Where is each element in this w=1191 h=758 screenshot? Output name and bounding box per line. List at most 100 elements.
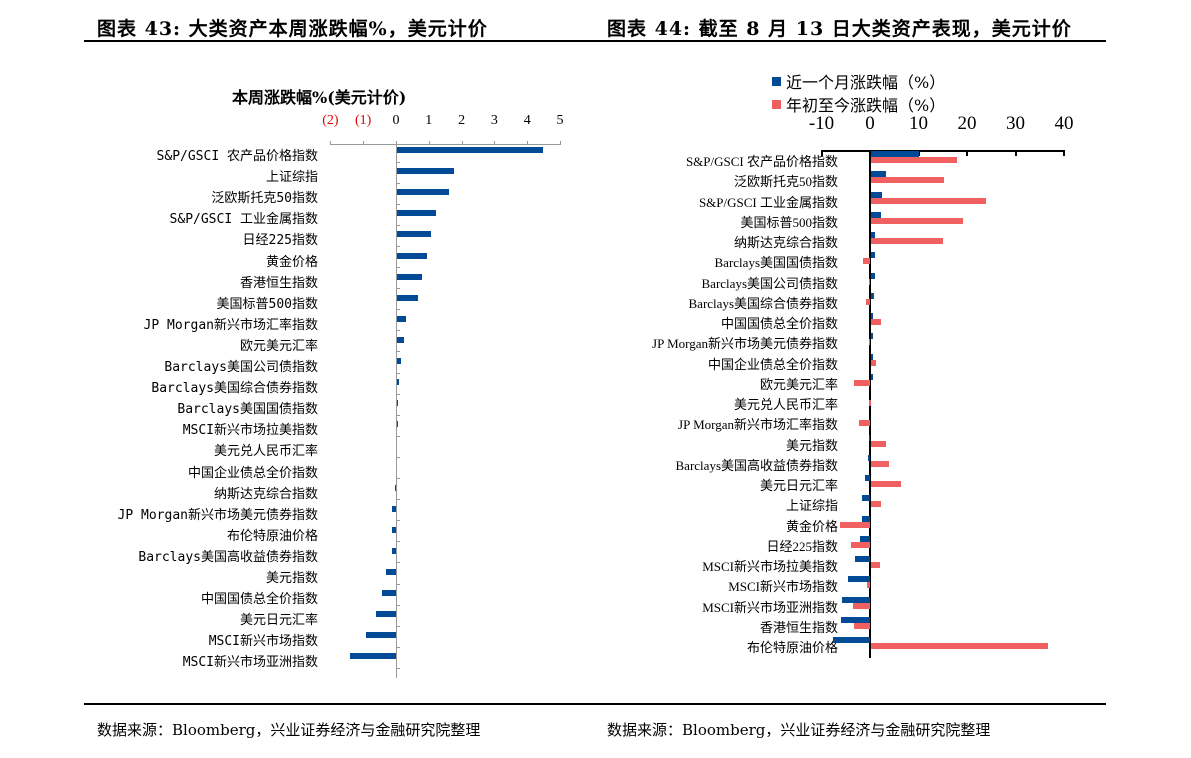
category-label: JP Morgan新兴市场美元债券指数: [652, 336, 838, 352]
y-tick-mark: [396, 583, 400, 585]
x-tick-label: 5: [556, 113, 564, 128]
x-tick-mark: [560, 141, 561, 145]
bar-1m: [871, 191, 882, 198]
category-label: 纳斯达克综合指数: [733, 235, 838, 250]
y-tick-mark: [396, 288, 400, 290]
bar: [350, 653, 396, 660]
bar-ytd: [840, 521, 870, 528]
x-tick-mark: [1014, 150, 1017, 156]
x-axis-line: [821, 150, 1064, 152]
x-tick-mark: [428, 141, 430, 145]
y-tick-mark: [396, 309, 400, 311]
category-label: 中国企业债总全价指数: [187, 465, 318, 481]
y-tick-mark: [396, 372, 400, 374]
bar-1m: [871, 151, 919, 157]
category-label: Barclays美国国债指数: [177, 402, 318, 418]
bar-1m: [871, 373, 873, 380]
bar-ytd: [852, 602, 870, 609]
bar-ytd: [868, 339, 871, 346]
figure-44-title: 图表 44: 截至 8 月 13 日大类资产表现，美元计价: [607, 18, 1072, 40]
bar-ytd: [866, 298, 870, 305]
y-tick-mark: [396, 351, 400, 353]
category-label: S&P/GSCI 农产品价格指数: [685, 154, 838, 169]
bar-1m: [871, 333, 874, 340]
x-tick-label: 1: [425, 113, 433, 128]
y-tick-mark: [396, 330, 400, 332]
x-tick-label: 4: [523, 113, 531, 128]
x-tick-label: 30: [1006, 113, 1025, 134]
bar-1m: [848, 576, 870, 583]
y-tick-mark: [396, 646, 400, 648]
x-tick-label: 40: [1054, 113, 1074, 134]
bar: [397, 400, 399, 407]
bar: [397, 421, 399, 428]
category-label: Barclays美国高收益债券指数: [138, 549, 318, 565]
bar-1m: [859, 535, 870, 542]
bar-ytd: [868, 278, 871, 285]
bar-1m: [861, 515, 870, 522]
y-tick-mark: [396, 456, 400, 458]
y-tick-mark: [396, 499, 400, 501]
category-label: Barclays美国公司债指数: [701, 275, 838, 291]
bar-1m: [871, 272, 875, 279]
bar-ytd: [871, 157, 958, 163]
y-tick-mark: [396, 414, 400, 416]
bar: [366, 632, 396, 639]
x-tick-mark: [494, 141, 496, 145]
bar-ytd: [853, 379, 870, 386]
weekly-chart-title: 本周涨跌幅%(美元计价): [232, 88, 407, 107]
bar: [397, 189, 450, 196]
bar-1m: [871, 211, 882, 218]
bar-ytd: [871, 643, 1048, 649]
source-note-right: 数据来源：Bloomberg，兴业证券经济与金融研究院整理: [607, 721, 991, 739]
category-label: MSCI新兴市场拉美指数: [182, 423, 318, 439]
category-label: 香港恒生指数: [759, 619, 838, 635]
bar-ytd: [866, 582, 870, 589]
x-tick-mark: [330, 141, 332, 145]
category-label: 泛欧斯托克50指数: [211, 191, 318, 207]
category-label: Barclays美国国债指数: [714, 255, 838, 271]
category-label: Barclays美国综合债券指数: [688, 295, 838, 311]
category-label: 日经225指数: [766, 538, 838, 554]
y-tick-mark: [396, 625, 400, 627]
bar: [397, 210, 437, 217]
bar-ytd: [853, 622, 870, 629]
bar-ytd: [871, 501, 881, 508]
y-tick-mark: [396, 267, 400, 269]
y-tick-mark: [396, 224, 400, 226]
category-label: 美元日元汇率: [239, 613, 318, 629]
bar-ytd: [869, 400, 871, 406]
category-label: 美国标普500指数: [216, 296, 318, 312]
category-label: 香港恒生指数: [239, 275, 318, 291]
category-label: 上证综指: [265, 170, 318, 186]
x-tick-label: 2: [458, 113, 466, 128]
bar-ytd: [871, 217, 963, 224]
bar: [397, 379, 399, 386]
category-label: 美元兑人民币汇率: [213, 444, 318, 460]
category-label: 上证综指: [785, 498, 838, 514]
y-tick-mark: [396, 161, 400, 163]
y-tick-mark: [396, 604, 400, 606]
bar-1m: [871, 252, 875, 259]
bar: [382, 590, 396, 597]
legend-item-ytd: 年初至今涨跌幅（%）: [772, 92, 945, 116]
category-label: 美元指数: [265, 571, 318, 586]
figure-43-title: 图表 43: 大类资产本周涨跌幅%，美元计价: [97, 18, 488, 40]
bar-ytd: [859, 420, 870, 427]
bar-1m: [871, 171, 886, 178]
x-tick-label: 10: [909, 113, 928, 134]
x-tick-mark: [461, 141, 463, 145]
bar: [394, 484, 396, 491]
category-label: MSCI新兴市场亚洲指数: [702, 599, 838, 615]
y-tick-mark: [396, 562, 400, 564]
x-tick-label: -10: [808, 113, 835, 134]
bar-ytd: [871, 177, 944, 184]
category-label: 中国国债总全价指数: [720, 316, 838, 331]
x-tick-mark: [820, 150, 823, 156]
title-divider: [84, 40, 1106, 42]
footer-divider: [84, 703, 1106, 705]
bar: [392, 547, 396, 554]
y-tick-mark: [396, 667, 400, 669]
x-tick-label: 3: [490, 113, 498, 128]
bar-1m: [871, 313, 874, 319]
